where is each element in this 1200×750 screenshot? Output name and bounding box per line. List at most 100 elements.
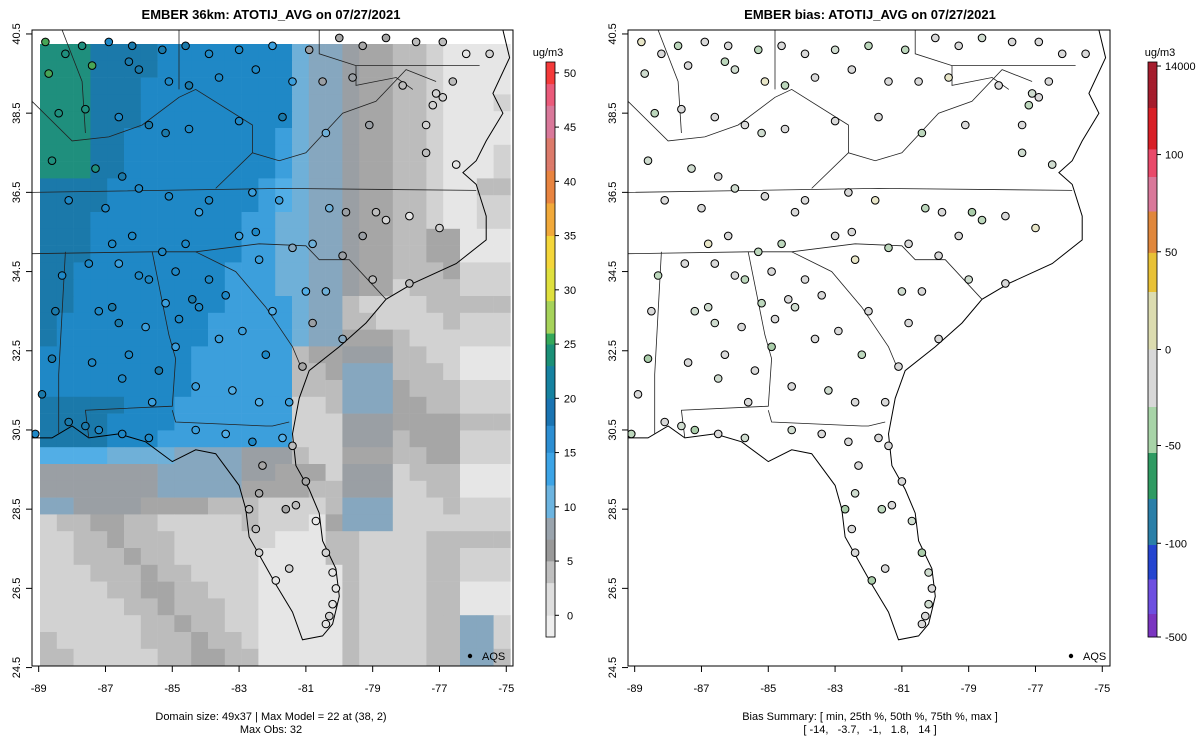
grid-cell [493,363,511,381]
colorbar-swatch [546,181,555,188]
aqs-site-concentration [134,65,144,74]
grid-cell [40,413,58,431]
grid-cell [376,161,394,179]
colorbar-tick-label: 35 [564,231,576,243]
grid-cell [73,178,91,196]
grid-cell [292,296,310,314]
grid-cell [476,632,494,650]
grid-cell [409,228,427,246]
grid-cell [275,279,293,297]
grid-cell [443,497,461,515]
grid-cell [308,296,326,314]
grid-cell [376,363,394,381]
aqs-site-concentration [194,207,204,217]
grid-cell [292,111,310,129]
aqs-monitor-points [32,33,494,629]
model-concentration-panel: EMBER 36km: ATOTIJ_AVG on 07/27/2021 -89… [11,7,576,736]
aqs-site-concentration [154,366,164,375]
grid-cell [476,296,494,314]
aqs-site-concentration [311,516,321,526]
colorbar-swatch [1148,94,1157,97]
grid-cell [73,144,91,162]
grid-cell [208,413,226,431]
grid-cell [90,531,108,549]
grid-cell [476,312,494,330]
grid-cell [275,615,293,633]
aqs-site-concentration [398,81,408,90]
grid-cell [460,312,478,330]
aqs-site-concentration [258,461,267,470]
aqs-site-bias [994,81,1004,90]
grid-cell [124,94,142,112]
grid-cell [191,598,209,616]
grid-cell [90,380,108,398]
grid-cell [308,615,326,633]
grid-cell [124,396,142,414]
colorbar-swatch [1148,561,1157,564]
colorbar-swatch [1148,68,1157,72]
aqs-site-bias [633,390,643,399]
aqs-site-bias [1001,211,1010,221]
colorbar-swatch [1148,206,1157,210]
grid-cell [241,245,259,263]
aqs-site-concentration [261,350,271,360]
grid-cell [90,245,108,263]
colorbar-swatch [1148,229,1157,233]
left-y-tick-label: 32.5 [11,340,23,361]
grid-cell [56,228,74,246]
colorbar-swatch [1148,315,1157,318]
grid-cell [443,447,461,465]
grid-cell [40,94,58,112]
grid-cell [174,615,192,633]
grid-cell [90,94,108,112]
colorbar-swatch [1148,397,1157,401]
aqs-site-bias [640,69,650,78]
colorbar-swatch [1148,478,1157,481]
colorbar-swatch [1148,611,1157,615]
grid-cell [208,212,226,230]
grid-cell [191,632,209,650]
grid-cell [409,77,427,95]
aqs-site-concentration [381,33,391,43]
colorbar-swatch [1148,85,1157,88]
colorbar-swatch [1148,246,1157,249]
aqs-site-bias [847,524,857,534]
grid-cell [476,564,494,582]
aqs-site-bias [770,314,780,324]
aqs-site-bias [917,548,927,558]
colorbar-swatch [546,62,555,68]
grid-cell [174,195,192,213]
aqs-site-bias [1024,100,1034,110]
aqs-site-concentration [77,41,87,51]
grid-cell [191,312,209,330]
aqs-site-bias [760,192,770,201]
grid-cell [73,531,91,549]
grid-cell [359,531,377,549]
aqs-site-bias [921,203,930,213]
aqs-site-concentration [254,489,264,498]
grid-cell [342,396,360,414]
right-y-tick-label: 34.5 [607,261,619,282]
grid-cell [443,598,461,616]
colorbar-swatch [546,566,555,573]
grid-cell [325,245,343,263]
grid-cell [359,94,377,112]
grid-cell [40,480,58,498]
grid-cell [107,329,125,347]
colorbar-swatch [546,550,555,556]
grid-cell [157,564,175,582]
grid-cell [392,447,410,465]
grid-cell [342,380,360,398]
aqs-site-bias [864,306,873,316]
aqs-site-bias [653,271,663,280]
right-x-tick-label: -81 [894,683,910,695]
grid-cell [56,60,74,78]
grid-cell [308,648,326,666]
grid-cell [124,564,142,582]
grid-cell [241,581,259,599]
grid-cell [275,632,293,650]
colorbar-swatch [1148,393,1157,396]
colorbar-swatch [546,441,555,448]
grid-cell [140,615,158,633]
colorbar-swatch [1148,298,1157,302]
